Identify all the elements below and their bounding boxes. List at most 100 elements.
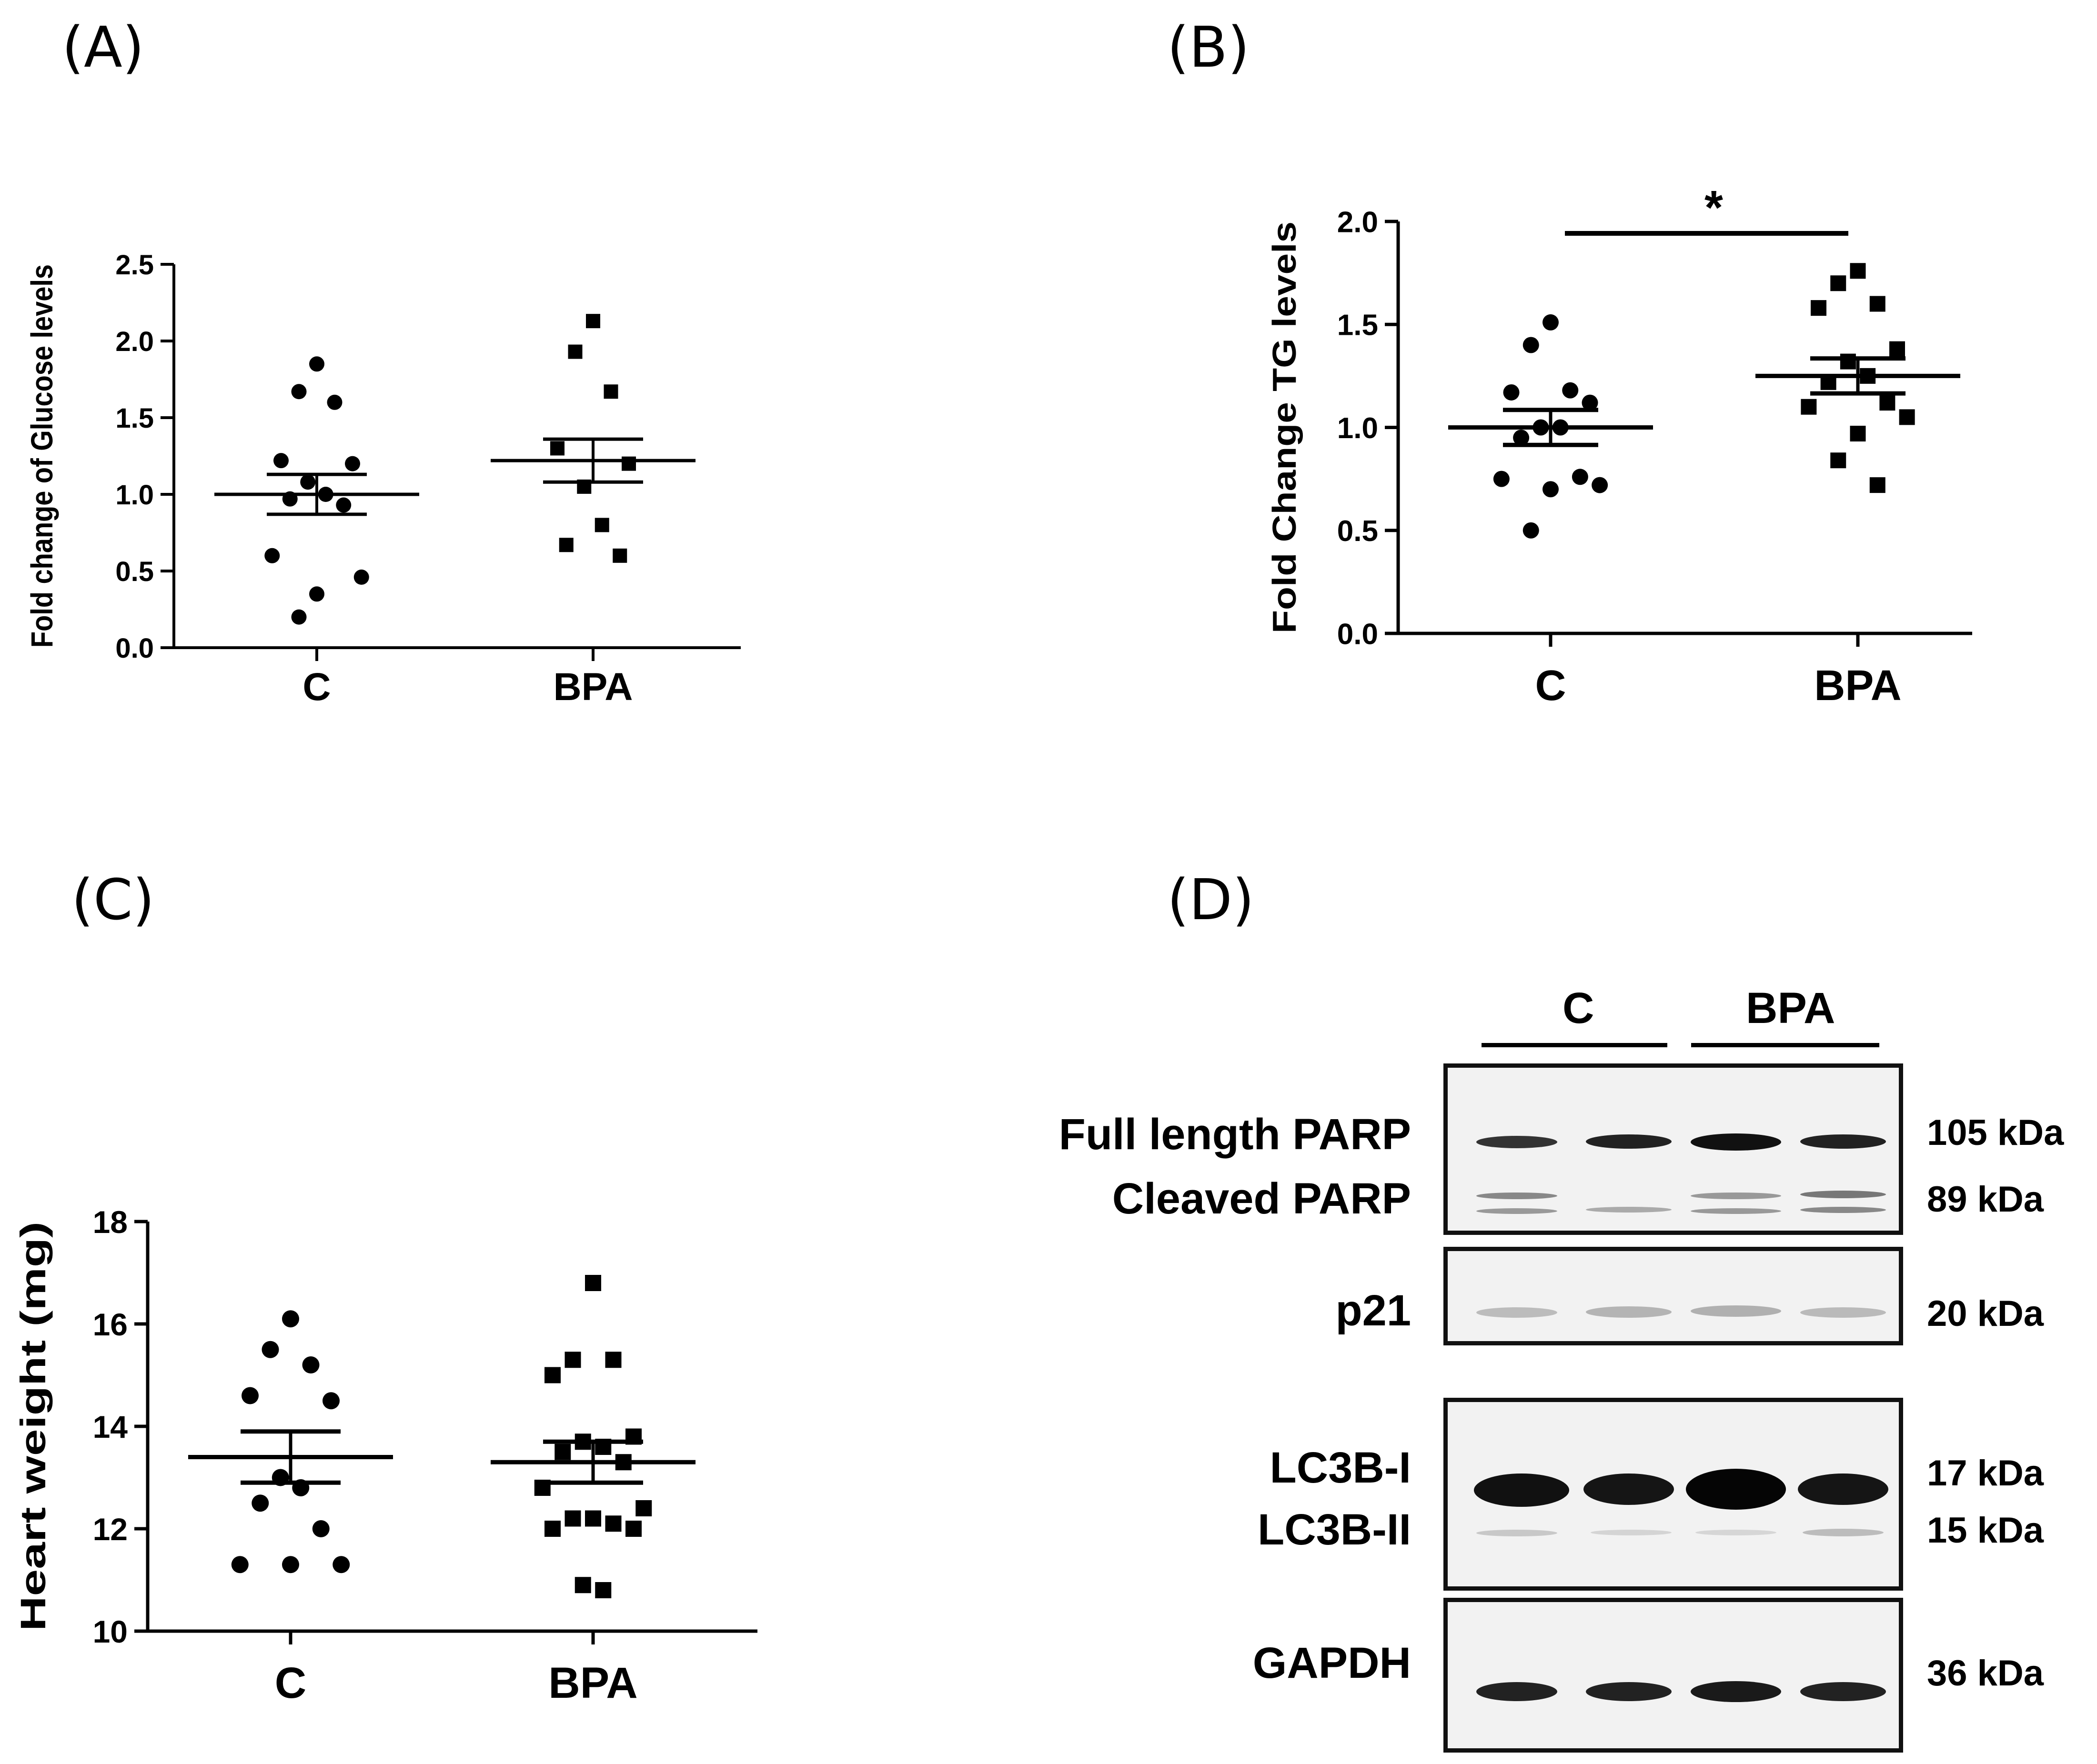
data-point-C-BPA — [575, 1577, 591, 1594]
data-point-B-BPA — [1869, 477, 1885, 493]
band — [1800, 1207, 1886, 1213]
data-point-A-BPA — [568, 344, 583, 359]
data-point-B-C — [1543, 314, 1559, 331]
x-category-label-C: C — [275, 1659, 306, 1707]
data-point-A-BPA — [559, 538, 574, 552]
band — [1686, 1469, 1786, 1510]
data-point-B-C — [1503, 384, 1520, 401]
lane-header-c: C — [1563, 984, 1594, 1032]
data-point-B-C — [1562, 382, 1579, 399]
band — [1800, 1134, 1886, 1149]
band — [1695, 1530, 1776, 1535]
significance-marker-B: * — [1704, 181, 1723, 234]
kda-15: 15 kDa — [1927, 1510, 2044, 1551]
data-point-A-C — [291, 384, 307, 400]
band — [1691, 1133, 1781, 1151]
label-cleaved-parp: Cleaved PARP — [1112, 1174, 1411, 1223]
panel-d-label: (D) — [1167, 867, 1254, 932]
x-category-label-C: BPA — [548, 1659, 637, 1707]
y-tick-label-A: 0.0 — [115, 633, 154, 664]
label-lc3b-i: LC3B-I — [1270, 1443, 1411, 1492]
band — [1800, 1307, 1886, 1318]
y-axis-label-C: Heart weight (mg) — [13, 1222, 53, 1631]
panel-c-label: (C) — [71, 867, 155, 932]
data-point-B-BPA — [1830, 275, 1846, 291]
data-point-C-BPA — [544, 1521, 561, 1537]
data-point-C-BPA — [605, 1515, 622, 1532]
data-point-A-C — [336, 497, 352, 513]
data-point-A-BPA — [586, 314, 600, 329]
band — [1691, 1681, 1781, 1702]
band — [1691, 1305, 1781, 1317]
y-tick-label-A: 2.5 — [115, 250, 154, 281]
band — [1476, 1208, 1557, 1214]
panel-b-label: (B) — [1167, 14, 1250, 80]
x-category-label-A: C — [302, 665, 331, 709]
label-full-length-parp: Full length PARP — [1059, 1110, 1411, 1159]
panel-a-label: (A) — [62, 14, 144, 80]
y-tick-label-A: 2.0 — [115, 326, 154, 357]
lane-header-c-line — [1482, 1043, 1667, 1047]
data-point-A-C — [345, 456, 360, 471]
label-lc3b-ii: LC3B-II — [1258, 1505, 1411, 1554]
band — [1591, 1530, 1672, 1535]
y-tick-label-B: 0.5 — [1337, 515, 1378, 548]
data-point-A-BPA — [622, 456, 636, 471]
data-point-A-C — [309, 356, 324, 372]
data-point-C-BPA — [554, 1443, 571, 1460]
label-gapdh: GAPDH — [1252, 1639, 1411, 1687]
data-point-C-C — [302, 1356, 320, 1373]
data-point-B-C — [1522, 522, 1539, 539]
data-point-B-C — [1543, 481, 1559, 498]
data-point-A-C — [291, 609, 307, 625]
data-point-B-BPA — [1830, 452, 1846, 469]
data-point-A-C — [300, 474, 316, 490]
band — [1586, 1207, 1672, 1213]
data-point-B-C — [1513, 430, 1530, 446]
data-point-C-BPA — [544, 1367, 561, 1383]
x-category-label-B: C — [1535, 662, 1566, 710]
data-point-C-BPA — [565, 1510, 581, 1527]
data-point-B-BPA — [1801, 399, 1817, 415]
y-tick-label-B: 1.0 — [1337, 412, 1378, 445]
data-point-B-BPA — [1899, 409, 1915, 425]
blot-lc3b — [1443, 1398, 1903, 1591]
data-point-C-BPA — [625, 1521, 642, 1537]
data-point-C-BPA — [635, 1500, 652, 1516]
y-tick-label-B: 1.5 — [1337, 309, 1378, 342]
data-point-B-BPA — [1879, 395, 1895, 411]
y-tick-label-C: 10 — [93, 1614, 128, 1649]
blot-parp — [1443, 1063, 1903, 1235]
x-category-label-B: BPA — [1814, 662, 1901, 710]
band — [1798, 1473, 1888, 1505]
data-point-A-C — [353, 569, 369, 585]
y-tick-label-A: 1.0 — [115, 480, 154, 511]
data-point-B-C — [1572, 469, 1588, 485]
data-point-B-C — [1582, 394, 1598, 411]
data-point-A-C — [264, 548, 280, 563]
data-point-A-BPA — [595, 518, 609, 532]
data-point-C-BPA — [605, 1352, 622, 1368]
data-point-A-BPA — [550, 441, 565, 456]
data-point-A-C — [309, 586, 324, 602]
band — [1476, 1682, 1557, 1701]
kda-89: 89 kDa — [1927, 1179, 2044, 1220]
data-point-B-BPA — [1811, 300, 1826, 316]
data-point-A-C — [273, 453, 289, 469]
data-point-B-C — [1493, 471, 1510, 487]
band — [1586, 1682, 1672, 1701]
data-point-C-C — [282, 1310, 299, 1328]
band — [1476, 1193, 1557, 1199]
kda-20: 20 kDa — [1927, 1293, 2044, 1334]
band — [1691, 1193, 1781, 1199]
band — [1586, 1306, 1672, 1318]
data-point-B-BPA — [1889, 341, 1905, 357]
y-tick-label-B: 2.0 — [1337, 206, 1378, 239]
band — [1476, 1530, 1557, 1536]
band — [1474, 1473, 1569, 1507]
y-tick-label-C: 14 — [93, 1409, 128, 1444]
label-p21: p21 — [1335, 1286, 1411, 1335]
data-point-A-C — [327, 394, 343, 410]
data-point-B-BPA — [1840, 353, 1856, 370]
lane-header-bpa-line — [1691, 1043, 1879, 1047]
